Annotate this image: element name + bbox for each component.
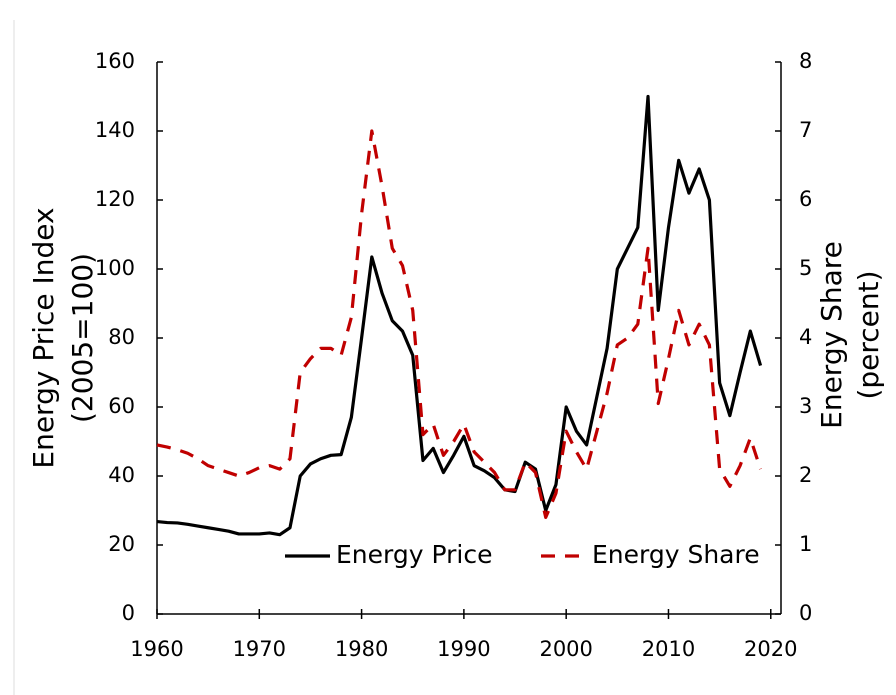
y-tick-label: 60 (108, 394, 135, 418)
y2-tick-label: 3 (799, 394, 812, 418)
y2-tick-label: 7 (799, 118, 812, 142)
legend-label: Energy Share (592, 540, 760, 569)
y2-tick-label: 1 (799, 532, 812, 556)
y-tick-label: 120 (95, 187, 135, 211)
y2-axis-title: Energy Share (815, 241, 848, 429)
x-tick-label: 2020 (744, 637, 797, 661)
y-tick-label: 0 (122, 601, 135, 625)
y-tick-label: 20 (108, 532, 135, 556)
y2-axis-title: (percent) (852, 270, 885, 399)
data-line (156, 94, 763, 537)
y-tick-label: 160 (95, 49, 135, 73)
y2-tick-label: 6 (799, 187, 812, 211)
y2-tick-label: 4 (799, 325, 812, 349)
x-tick-label: 1980 (335, 637, 388, 661)
x-tick-label: 1960 (130, 637, 183, 661)
y-tick-label: 40 (108, 463, 135, 487)
y-tick-label: 100 (95, 256, 135, 280)
data-line (156, 129, 763, 519)
y2-tick-label: 0 (799, 601, 812, 625)
y-tick-label: 140 (95, 118, 135, 142)
legend-label: Energy Price (336, 540, 492, 569)
x-tick-label: 2000 (539, 637, 592, 661)
x-tick-label: 1990 (437, 637, 490, 661)
y2-tick-label: 8 (799, 49, 812, 73)
y-axis-title: (2005=100) (66, 253, 99, 423)
y-tick-label: 80 (108, 325, 135, 349)
x-tick-label: 2010 (642, 637, 695, 661)
y-axis-title: Energy Price Index (27, 207, 60, 468)
y2-tick-label: 5 (799, 256, 812, 280)
y2-tick-label: 2 (799, 463, 812, 487)
x-tick-label: 1970 (233, 637, 286, 661)
